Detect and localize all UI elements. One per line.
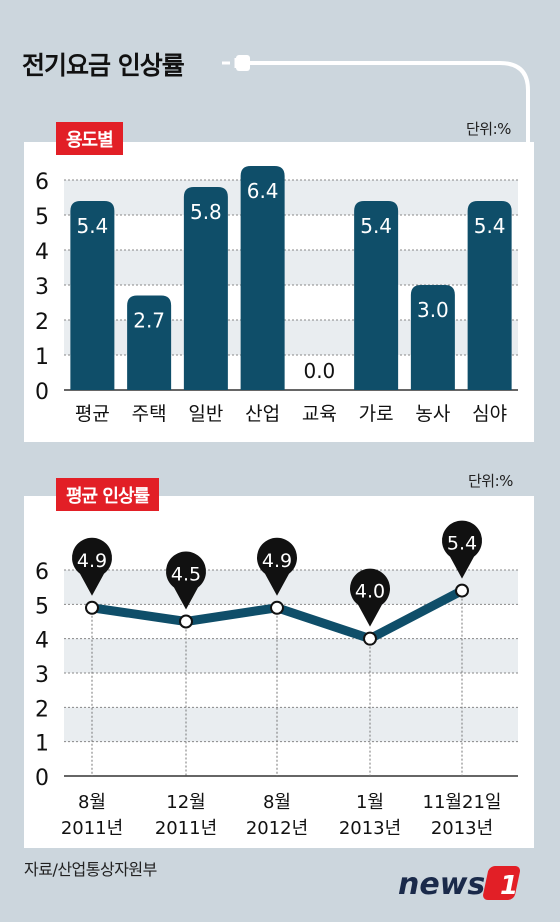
- grid-band: [64, 250, 518, 285]
- logo-text: news: [398, 867, 485, 902]
- grid-band: [64, 707, 518, 742]
- point-value-label: 5.4: [447, 533, 477, 555]
- value-pin: [257, 537, 298, 596]
- bar-산업: [240, 166, 285, 390]
- y-tick-label: 6: [35, 560, 49, 585]
- data-point: [85, 600, 99, 615]
- y-tick-label: 1: [35, 345, 49, 370]
- category-label: 평균: [75, 403, 110, 425]
- y-tick-label: 1: [35, 732, 49, 757]
- y-tick-label: 3: [35, 275, 49, 300]
- x-label-year: 2011년: [155, 818, 217, 839]
- x-label-year: 2011년: [61, 818, 123, 839]
- point-value-label: 4.5: [171, 564, 201, 586]
- line-chart-label: 평균 인상률: [56, 478, 160, 511]
- source-note: 자료/산업통상자원부: [24, 860, 157, 879]
- x-label-year: 2012년: [246, 818, 308, 839]
- x-label-month: 1월: [356, 792, 384, 813]
- bar-심야: [467, 201, 512, 390]
- y-tick-label: 3: [35, 663, 49, 688]
- x-label-year: 2013년: [339, 818, 401, 839]
- value-pin: [166, 551, 206, 610]
- bar-value-label: 5.8: [190, 200, 222, 224]
- category-label: 농사: [415, 403, 450, 425]
- y-tick-label: 0: [35, 380, 49, 405]
- bar-가로: [354, 201, 399, 390]
- point-value-label: 4.9: [77, 550, 107, 572]
- bar-value-label: 0.0: [303, 359, 335, 383]
- y-tick-label: 5: [35, 205, 49, 230]
- x-label-month: 11월21일: [423, 792, 502, 813]
- y-tick-label: 4: [35, 629, 49, 654]
- news1-logo: news 1: [398, 862, 528, 910]
- bar-value-label: 6.4: [247, 179, 279, 203]
- y-tick-label: 5: [35, 594, 49, 619]
- x-label-month: 8월: [78, 792, 106, 813]
- category-label: 가로: [359, 403, 394, 425]
- value-pin: [442, 520, 482, 579]
- bar-주택: [127, 295, 172, 390]
- y-tick-label: 2: [35, 697, 49, 722]
- point-value-label: 4.0: [355, 581, 385, 603]
- point-value-label: 4.9: [262, 550, 292, 572]
- logo-number: 1: [500, 871, 518, 901]
- bar-value-label: 5.4: [474, 214, 506, 238]
- grid-band: [64, 180, 518, 215]
- line-chart-unit: 단위:%: [468, 472, 513, 490]
- x-label-month: 12월: [166, 792, 205, 813]
- y-tick-label: 6: [35, 170, 49, 195]
- bar-chart-label: 용도별: [56, 122, 123, 155]
- category-label: 일반: [188, 403, 223, 425]
- bar-value-label: 5.4: [360, 214, 392, 238]
- category-label: 주택: [132, 403, 167, 425]
- data-point: [179, 614, 193, 629]
- x-label-year: 2013년: [431, 818, 493, 839]
- bar-일반: [183, 187, 228, 390]
- logo-mark: news 1: [398, 866, 521, 902]
- y-tick-label: 0: [35, 766, 49, 791]
- bar-농사: [410, 285, 455, 390]
- category-label: 심야: [472, 403, 507, 425]
- page-title: 전기요금 인상률: [22, 51, 185, 80]
- data-point: [363, 631, 377, 646]
- bar-value-label: 2.7: [133, 309, 165, 333]
- value-pin: [350, 568, 390, 627]
- bar-value-label: 3.0: [417, 298, 449, 322]
- bar-평균: [70, 201, 115, 390]
- grid-band: [64, 638, 518, 673]
- bar-chart-unit: 단위:%: [466, 120, 511, 138]
- value-pin: [72, 537, 112, 596]
- y-tick-label: 4: [35, 240, 49, 265]
- y-tick-label: 2: [35, 310, 49, 335]
- data-point: [455, 583, 469, 598]
- bar-value-label: 5.4: [76, 214, 108, 238]
- category-label: 교육: [302, 403, 337, 425]
- data-point: [270, 600, 284, 615]
- x-label-month: 8월: [263, 792, 291, 813]
- category-label: 산업: [245, 403, 280, 425]
